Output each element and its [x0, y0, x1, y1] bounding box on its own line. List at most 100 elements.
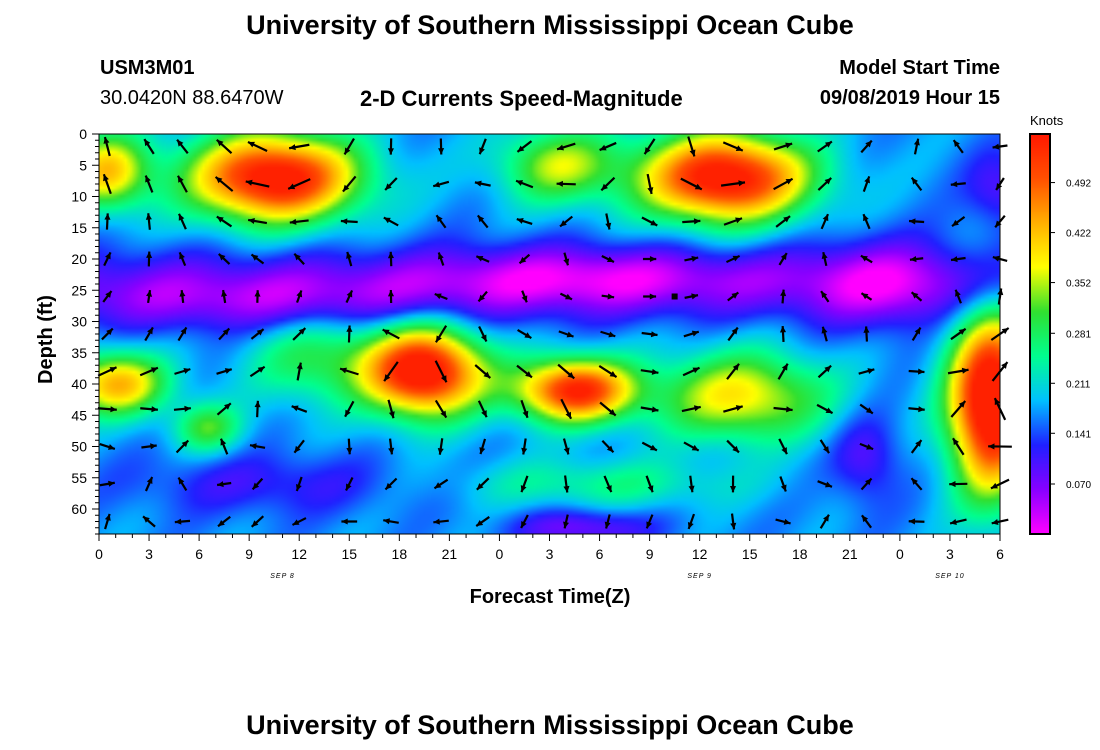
current-vector-arrow — [433, 518, 449, 525]
current-vector-arrow — [860, 254, 873, 264]
colorbar-tick-label: 0.211 — [1066, 379, 1091, 390]
colorbar-tick-label: 0.352 — [1066, 279, 1091, 290]
current-vector-arrow — [954, 289, 962, 304]
current-vector-arrow — [103, 251, 112, 267]
colorbar-gradient — [1030, 134, 1050, 534]
current-vector-arrow — [773, 406, 793, 413]
current-vector-arrow — [146, 251, 153, 267]
current-vector-arrow — [563, 475, 570, 493]
current-vector-arrow — [249, 365, 266, 378]
current-vector-arrow — [562, 438, 570, 455]
current-vector-arrow — [101, 327, 114, 341]
current-vector-arrow — [254, 400, 261, 418]
current-vector-arrow — [773, 177, 794, 191]
current-vector-arrow — [817, 364, 832, 379]
current-vector-arrow — [859, 442, 874, 451]
current-vector-arrow — [641, 331, 658, 338]
current-vector-arrow — [176, 139, 189, 154]
y-tick-label: 15 — [71, 220, 87, 236]
current-vector-arrow — [723, 217, 743, 226]
current-vector-arrow — [247, 140, 268, 153]
x-date-label: SEP 9 — [687, 573, 712, 580]
current-vector-arrow — [178, 251, 187, 267]
current-vector-arrow — [476, 477, 490, 491]
current-vector-arrow — [949, 518, 967, 525]
current-vector-arrow — [515, 179, 534, 189]
current-vector-arrow — [727, 291, 739, 302]
current-vector-arrow — [908, 218, 925, 225]
current-vector-arrow — [175, 439, 190, 454]
current-vector-arrow — [560, 398, 573, 420]
current-vector-arrow — [388, 438, 395, 455]
current-vector-arrow — [601, 293, 615, 300]
current-vector-arrow — [683, 330, 700, 338]
current-vector-arrow — [475, 255, 490, 263]
current-vector-arrow — [474, 180, 491, 187]
current-vector-arrow — [288, 143, 310, 151]
current-vector-arrow — [908, 368, 925, 375]
current-vector-arrow — [250, 328, 265, 340]
current-vector-arrow — [289, 218, 309, 225]
x-tick-label: 12 — [692, 546, 708, 562]
current-vector-arrow — [216, 138, 233, 155]
current-vector-arrow — [216, 481, 232, 488]
y-tick-label: 35 — [71, 345, 87, 361]
x-tick-label: 15 — [742, 546, 758, 562]
y-tick-label: 0 — [79, 126, 87, 142]
current-vector-arrow — [218, 253, 231, 265]
current-vector-arrow — [687, 136, 696, 157]
current-vector-arrow — [432, 180, 450, 188]
current-vector-arrow — [221, 289, 228, 304]
current-vector-arrow — [779, 476, 787, 492]
current-vector-arrow — [383, 361, 399, 382]
y-tick-label: 10 — [71, 189, 87, 205]
current-vector-arrow — [775, 518, 791, 525]
current-vector-arrow — [559, 292, 573, 301]
current-vector-arrow — [104, 513, 111, 530]
y-tick-label: 20 — [71, 251, 87, 267]
x-tick-label: 6 — [596, 546, 604, 562]
current-vector-arrow — [382, 328, 400, 340]
current-vector-arrow — [862, 176, 871, 192]
x-tick-label: 6 — [195, 546, 203, 562]
current-vector-arrow — [910, 176, 923, 192]
current-vector-arrow — [687, 513, 696, 530]
current-vector-arrow — [433, 478, 449, 490]
current-vector-arrow — [720, 180, 746, 187]
current-vector-arrow — [518, 253, 531, 265]
current-vector-arrow — [520, 475, 529, 493]
current-vector-arrow — [437, 252, 445, 266]
current-vector-arrow — [216, 402, 232, 416]
current-vector-arrow — [726, 363, 740, 380]
current-vector-arrow — [858, 368, 875, 375]
colorbar-tick-label: 0.422 — [1066, 229, 1091, 240]
y-tick-label: 25 — [71, 282, 87, 298]
current-vector-arrow — [863, 326, 870, 342]
current-vector-arrow — [345, 476, 354, 492]
colorbar-tick-label: 0.070 — [1066, 480, 1091, 491]
current-vector-arrow — [777, 363, 789, 380]
current-vector-arrow — [144, 476, 154, 492]
current-vector-arrow — [174, 518, 191, 525]
current-vector-arrow — [291, 405, 308, 413]
current-vector-arrow — [295, 476, 303, 492]
current-vector-arrow — [345, 289, 354, 304]
current-vector-arrow — [558, 330, 574, 338]
x-tick-label: 15 — [341, 546, 357, 562]
y-tick-label: 5 — [79, 157, 87, 173]
current-vector-arrow — [557, 363, 575, 380]
current-vector-arrow — [342, 175, 357, 193]
current-vector-arrow — [434, 360, 448, 383]
current-vector-arrow — [387, 290, 395, 303]
current-vector-arrow — [556, 180, 576, 187]
current-vector-arrow — [601, 254, 615, 264]
current-vector-arrow — [605, 213, 612, 230]
current-vectors — [97, 136, 1012, 530]
x-tick-label: 9 — [245, 546, 253, 562]
current-vector-arrow — [146, 289, 153, 304]
current-vector-arrow — [681, 405, 701, 413]
current-vector-arrow — [598, 365, 618, 378]
current-vector-arrow — [910, 291, 923, 302]
current-vector-arrow — [346, 325, 353, 343]
